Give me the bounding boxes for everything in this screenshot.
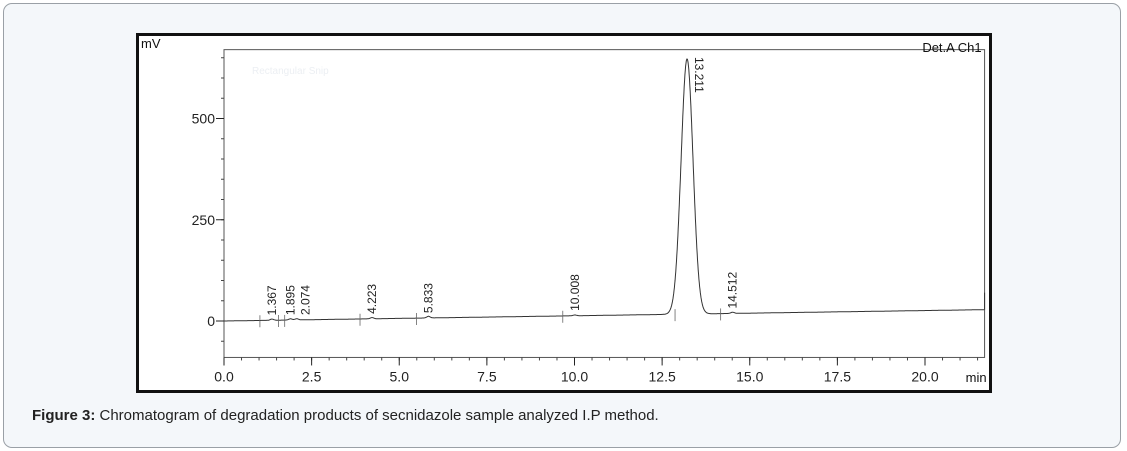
x-tick-label: 17.5 bbox=[824, 368, 851, 384]
peak-label: 13.211 bbox=[692, 57, 706, 93]
chromatogram-figure: Rectangular Snip mV Det.A Ch1 min 0 250 500 0.… bbox=[136, 33, 992, 393]
channel-label: Det.A Ch1 bbox=[922, 40, 981, 55]
caption-text: Chromatogram of degradation products of … bbox=[95, 407, 659, 424]
y-axis-label: mV bbox=[141, 36, 161, 51]
peak-label: 4.223 bbox=[365, 284, 379, 314]
plot-frame bbox=[223, 49, 986, 358]
y-tick-label: 500 bbox=[192, 111, 216, 127]
x-tick-label: 10.0 bbox=[561, 368, 588, 384]
figure-caption: Figure 3: Chromatogram of degradation pr… bbox=[32, 407, 659, 424]
y-tick-label: 0 bbox=[207, 313, 215, 329]
x-tick-label: 7.5 bbox=[477, 368, 497, 384]
y-tick-label: 250 bbox=[192, 212, 216, 228]
x-tick-label: 20.0 bbox=[911, 368, 938, 384]
caption-label: Figure 3: bbox=[32, 407, 96, 424]
x-tick-label: 2.5 bbox=[302, 368, 322, 384]
peak-label: 10.008 bbox=[568, 274, 582, 311]
peak-label: 2.074 bbox=[298, 285, 312, 315]
figure-card: Rectangular Snip mV Det.A Ch1 min 0 250 500 0.… bbox=[3, 3, 1121, 448]
x-tick-label: 0.0 bbox=[214, 368, 234, 384]
x-tick-label: 5.0 bbox=[390, 368, 410, 384]
peak-label: 1.367 bbox=[265, 285, 279, 315]
x-axis-label: min bbox=[966, 370, 987, 385]
peak-label: 14.512 bbox=[726, 272, 740, 309]
chromatogram-chart: mV Det.A Ch1 min 0 250 500 0.0 2.5 5.0 7.5 10.0 12.… bbox=[141, 36, 987, 385]
peak-label: 1.895 bbox=[283, 285, 297, 315]
chromatogram-trace bbox=[224, 58, 985, 322]
peak-label: 5.833 bbox=[421, 283, 435, 313]
x-tick-label: 12.5 bbox=[649, 368, 676, 384]
x-tick-label: 15.0 bbox=[736, 368, 763, 384]
watermark: Rectangular Snip bbox=[252, 66, 329, 77]
